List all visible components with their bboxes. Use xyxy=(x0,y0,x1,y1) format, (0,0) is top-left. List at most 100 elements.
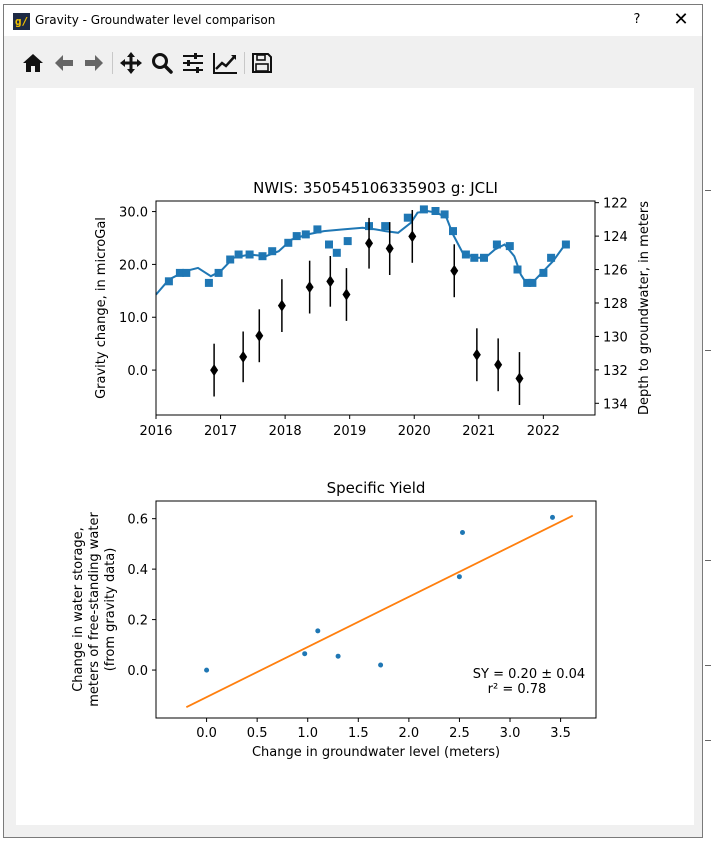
gravity-marker xyxy=(472,348,481,361)
edit-axis-button[interactable] xyxy=(212,50,238,76)
chart2-axes-frame xyxy=(155,500,597,719)
groundwater-marker xyxy=(403,213,412,222)
configure-subplots-button[interactable] xyxy=(180,50,206,76)
gravity-marker xyxy=(277,299,286,312)
y-tick-label: 0.6 xyxy=(127,513,148,528)
fit-line xyxy=(185,514,574,708)
x-tick-label: 0.0 xyxy=(196,726,217,741)
y2-tick-label: 130 xyxy=(603,330,628,345)
save-button[interactable] xyxy=(249,50,275,76)
x-tick-label: 2019 xyxy=(333,424,366,439)
pan-button[interactable] xyxy=(118,50,144,76)
y2-tick-label: 124 xyxy=(603,230,628,245)
back-icon xyxy=(55,55,73,71)
groundwater-marker xyxy=(480,253,488,262)
groundwater-marker xyxy=(284,238,293,247)
chart1-y-axis-label: Gravity change, in microGal xyxy=(94,217,109,399)
gravity-marker xyxy=(494,358,503,371)
sy-data-point xyxy=(550,514,555,520)
groundwater-marker xyxy=(245,250,254,259)
app-logo-icon: g/ xyxy=(13,13,30,30)
sy-data-point xyxy=(456,574,462,580)
gravity-marker xyxy=(342,288,351,301)
x-tick-label: 1.5 xyxy=(348,726,369,741)
forward-button[interactable] xyxy=(81,50,107,76)
chart1-title: NWIS: 350545106335903 g: JCLI xyxy=(253,179,498,197)
x-tick-label: 3.5 xyxy=(550,726,571,741)
y2-tick-label: 122 xyxy=(603,197,628,212)
background-tick xyxy=(705,665,711,666)
groundwater-marker xyxy=(440,210,449,219)
groundwater-marker xyxy=(164,277,173,286)
toolbar-separator xyxy=(244,52,245,74)
x-tick-label: 2022 xyxy=(527,424,560,439)
help-button[interactable]: ? xyxy=(633,12,641,27)
gravity-marker xyxy=(326,275,335,288)
back-button[interactable] xyxy=(51,50,77,76)
gravity-marker xyxy=(255,329,264,342)
gravity-marker xyxy=(210,364,219,377)
toolbar-separator xyxy=(112,52,113,74)
y2-tick-label: 134 xyxy=(603,397,628,412)
groundwater-marker xyxy=(325,240,333,249)
chart2-title: Specific Yield xyxy=(327,479,426,497)
groundwater-marker xyxy=(234,250,243,259)
y-tick-label: 10.0 xyxy=(119,311,148,326)
forward-icon xyxy=(85,55,103,71)
close-button[interactable]: ✕ xyxy=(673,9,689,30)
groundwater-marker xyxy=(313,225,322,234)
zoom-button[interactable] xyxy=(149,50,175,76)
figure: NWIS: 350545106335903 g: JCLI 2016 2017 201… xyxy=(71,179,652,760)
groundwater-marker xyxy=(492,240,501,249)
background-tick xyxy=(705,190,711,191)
save-icon xyxy=(252,53,272,73)
gravity-marker xyxy=(365,237,374,250)
gravity-marker xyxy=(450,264,459,277)
background-tick xyxy=(705,560,711,561)
groundwater-marker xyxy=(419,205,428,214)
x-tick-label: 1.0 xyxy=(297,726,318,741)
sy-data-point xyxy=(204,667,210,673)
y2-tick-label: 128 xyxy=(603,297,628,312)
groundwater-marker xyxy=(258,252,267,261)
groundwater-marker xyxy=(214,268,223,277)
y2-tick-label: 126 xyxy=(603,264,628,279)
y-tick-label: 0.4 xyxy=(127,563,148,578)
x-tick-label: 2020 xyxy=(398,424,431,439)
toolbar xyxy=(4,36,702,86)
chart1-y2-axis-label: Depth to groundwater, in meters xyxy=(637,201,652,415)
groundwater-marker xyxy=(470,253,479,262)
y2-tick-label: 132 xyxy=(603,364,628,379)
y-tick-label: 0.2 xyxy=(127,614,148,629)
pan-icon xyxy=(120,52,142,74)
y-tick-label: 30.0 xyxy=(119,206,148,221)
x-tick-label: 0.5 xyxy=(247,726,268,741)
x-tick-label: 2018 xyxy=(269,424,302,439)
groundwater-marker xyxy=(301,230,310,239)
groundwater-marker xyxy=(204,278,213,287)
chart1-axes-frame xyxy=(155,200,596,416)
groundwater-marker xyxy=(182,268,191,277)
title-bar: g/ Gravity - Groundwater level compariso… xyxy=(4,5,702,36)
figure-canvas[interactable]: NWIS: 350545106335903 g: JCLI 2016 2017 201… xyxy=(16,88,694,825)
groundwater-marker xyxy=(175,268,184,277)
home-icon xyxy=(23,54,43,72)
edit-axis-icon xyxy=(213,53,237,74)
groundwater-marker xyxy=(528,278,537,287)
configure-subplots-icon xyxy=(183,53,203,73)
groundwater-marker xyxy=(523,278,532,287)
y-tick-label: 0.0 xyxy=(127,664,148,679)
sy-data-point xyxy=(378,662,384,668)
x-tick-label: 2021 xyxy=(462,424,495,439)
x-tick-label: 2.5 xyxy=(449,726,470,741)
home-button[interactable] xyxy=(20,50,46,76)
gravity-marker xyxy=(385,242,394,255)
groundwater-marker xyxy=(561,240,570,249)
chart2-y-axis-label-line: (from gravity data) xyxy=(103,548,118,672)
gravity-marker xyxy=(515,372,524,385)
x-tick-label: 3.0 xyxy=(500,726,521,741)
groundwater-marker xyxy=(505,242,514,251)
x-tick-label: 2016 xyxy=(139,424,172,439)
groundwater-marker xyxy=(449,227,457,236)
groundwater-marker xyxy=(292,232,301,241)
